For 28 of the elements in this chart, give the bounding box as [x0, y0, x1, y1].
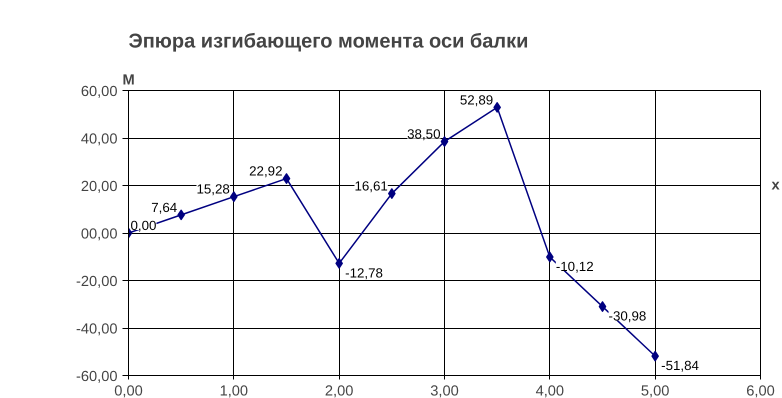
x-tick-label: 3,00 — [430, 384, 459, 398]
data-label: 52,89 — [460, 92, 494, 108]
data-label: -30,98 — [608, 308, 646, 324]
y-tick-label: -60,00 — [76, 369, 118, 385]
data-label: 16,61 — [354, 178, 388, 194]
data-label: 0,00 — [130, 218, 156, 233]
data-label: 22,92 — [249, 164, 283, 179]
x-tick-label: 4,00 — [536, 384, 564, 398]
data-label: -12,78 — [345, 265, 383, 280]
y-tick-label: -20,00 — [76, 274, 118, 290]
x-tick-label: 2,00 — [324, 384, 354, 398]
y-axis-title: M — [122, 72, 135, 88]
y-tick-label: -40,00 — [76, 322, 118, 338]
y-tick-label: 20,00 — [80, 179, 118, 195]
data-label: -51,84 — [661, 358, 700, 374]
data-label: 15,28 — [196, 182, 230, 197]
data-label: 7,64 — [151, 200, 178, 215]
data-label: -10,12 — [556, 259, 594, 274]
x-tick-label: 5,00 — [640, 384, 670, 398]
x-tick-label: 1,00 — [220, 384, 248, 398]
x-tick-label: 6,00 — [746, 384, 775, 398]
x-axis-title: x — [772, 178, 780, 194]
y-tick-label: 60,00 — [80, 84, 118, 100]
y-tick-label: 00,00 — [80, 226, 118, 242]
chart-title: Эпюра изгибающего момента оси балки — [128, 30, 528, 52]
data-label: 38,50 — [407, 126, 441, 142]
y-tick-label: 40,00 — [80, 132, 118, 148]
x-tick-label: 0,00 — [114, 384, 143, 398]
